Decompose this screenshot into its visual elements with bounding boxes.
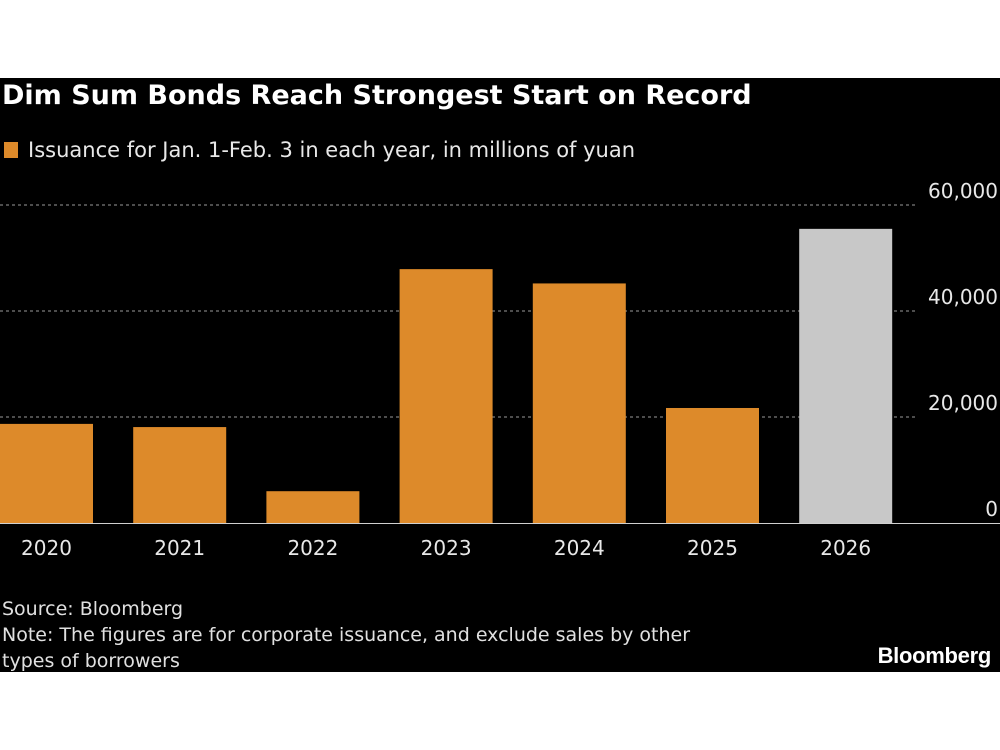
x-tick-label: 2026 [820, 536, 871, 560]
x-tick-label: 2025 [687, 536, 738, 560]
legend-swatch [4, 142, 18, 158]
source-text: Source: Bloomberg [2, 598, 184, 620]
legend-label: Issuance for Jan. 1-Feb. 3 in each year,… [28, 138, 636, 162]
bar-2023 [399, 269, 493, 523]
footer: Source: Bloomberg Note: The figures are … [2, 596, 690, 674]
chart-title: Dim Sum Bonds Reach Strongest Start on R… [2, 80, 752, 111]
x-tick-label: 2021 [154, 536, 205, 560]
legend: Issuance for Jan. 1-Feb. 3 in each year,… [4, 138, 635, 162]
bar-2021 [133, 427, 227, 523]
x-tick-label: 2022 [287, 536, 338, 560]
y-tick-label: 20,000 [928, 391, 998, 415]
x-tick-labels: 2020 2021 2022 2023 2024 2025 2026 [21, 536, 871, 560]
bar-2026 [799, 228, 893, 523]
x-tick-label: 2020 [21, 536, 72, 560]
y-tick-label: 0 [985, 497, 998, 521]
bar-2024 [532, 283, 626, 523]
x-tick-label: 2023 [421, 536, 472, 560]
bars [0, 228, 893, 523]
bar-2025 [666, 407, 759, 523]
bar-2022 [266, 491, 360, 523]
y-tick-label: 60,000 [928, 179, 998, 203]
y-tick-label: 40,000 [928, 285, 998, 309]
bar-2020 [0, 423, 93, 523]
x-tick-label: 2024 [554, 536, 605, 560]
note-text-line1: Note: The figures are for corporate issu… [2, 624, 691, 646]
y-tick-labels: 0 20,000 40,000 60,000 [928, 179, 998, 521]
bloomberg-logo: Bloomberg [877, 643, 992, 668]
note-text-line2: types of borrowers [2, 650, 180, 672]
